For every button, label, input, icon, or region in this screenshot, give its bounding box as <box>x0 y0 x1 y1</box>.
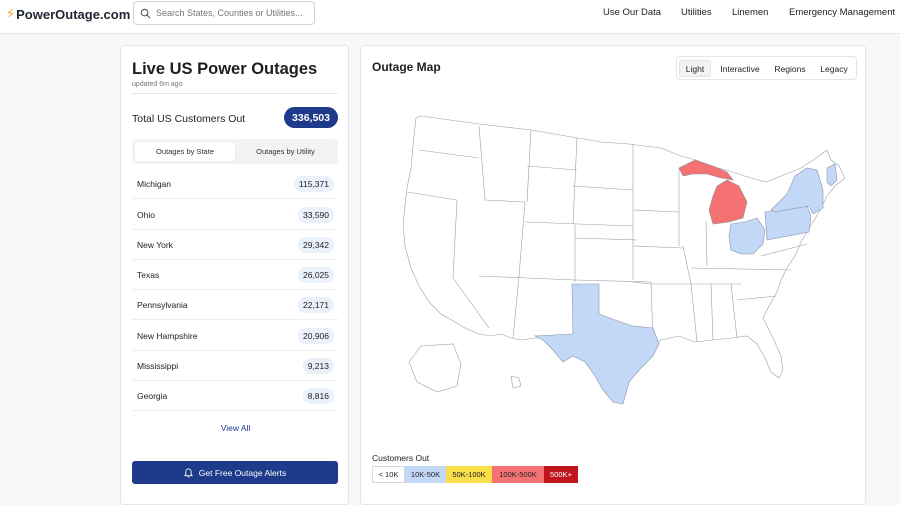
legend-title: Customers Out <box>372 453 430 463</box>
state-row-georgia[interactable]: Georgia 8,816 <box>132 381 338 411</box>
page-title: Live US Power Outages <box>132 60 318 78</box>
state-outage-count: 22,171 <box>298 297 334 313</box>
state-name: Georgia <box>137 391 168 401</box>
legend-50k-100k: 50K-100K <box>446 466 492 483</box>
state-row-mississippi[interactable]: Mississippi 9,213 <box>132 351 338 381</box>
bell-icon <box>183 467 193 478</box>
total-customers-badge: 336,503 <box>284 107 338 128</box>
state-name: Mississippi <box>137 361 179 371</box>
legend-100k-500k: 100K-500K <box>492 466 544 483</box>
state-outage-count: 29,342 <box>298 237 334 253</box>
divider <box>132 93 338 94</box>
state-new-york <box>770 167 824 215</box>
tab-outages-by-state[interactable]: Outages by State <box>135 142 235 161</box>
state-row-ohio[interactable]: Ohio 33,590 <box>132 200 338 230</box>
nav-linemen[interactable]: Linemen <box>732 7 769 18</box>
map-title: Outage Map <box>372 60 441 74</box>
top-bar: ⚡ PowerOutage.com Use Our Data Utilities… <box>0 0 900 34</box>
state-name: Texas <box>137 270 160 280</box>
state-outage-count: 8,816 <box>302 388 334 404</box>
state-outage-count: 20,906 <box>298 328 334 344</box>
outage-map-panel: Outage Map Light Interactive Regions Leg… <box>360 45 866 505</box>
get-alerts-label: Get Free Outage Alerts <box>198 467 287 478</box>
state-name: Ohio <box>137 210 155 220</box>
lightning-bolt-icon: ⚡ <box>6 6 16 21</box>
outages-panel: Live US Power Outages updated 6m ago Tot… <box>120 45 349 505</box>
nav-utilities[interactable]: Utilities <box>681 7 712 18</box>
nav-emergency-management[interactable]: Emergency Management <box>789 7 896 18</box>
view-all-link[interactable]: View All <box>220 423 251 433</box>
map-mode-legacy[interactable]: Legacy <box>820 63 848 74</box>
logo-text: PowerOutage.com <box>16 6 131 22</box>
map-mode-regions[interactable]: Regions <box>774 63 806 74</box>
state-alaska <box>408 343 462 393</box>
state-new-hampshire <box>826 163 838 187</box>
map-mode-interactive[interactable]: Interactive <box>720 63 760 74</box>
state-outage-count: 115,371 <box>293 176 334 192</box>
search-box[interactable] <box>133 1 315 25</box>
search-icon <box>140 8 151 18</box>
state-name: New Hampshire <box>137 331 198 341</box>
state-name: Michigan <box>137 179 172 189</box>
map-mode-selector: Light Interactive Regions Legacy <box>676 56 857 80</box>
state-row-texas[interactable]: Texas 26,025 <box>132 260 338 290</box>
total-customers-label: Total US Customers Out <box>132 113 246 125</box>
search-input[interactable] <box>156 8 306 18</box>
updated-timestamp: updated 6m ago <box>132 81 183 88</box>
state-row-michigan[interactable]: Michigan 115,371 <box>132 169 338 199</box>
state-ohio <box>728 217 766 255</box>
state-outage-count: 26,025 <box>298 267 334 283</box>
state-row-pennsylvania[interactable]: Pennsylvania 22,171 <box>132 290 338 320</box>
tab-outages-by-utility[interactable]: Outages by Utility <box>256 147 315 156</box>
state-texas <box>533 283 660 405</box>
legend-10k-50k: 10K-50K <box>405 466 446 483</box>
state-outage-count: 33,590 <box>298 207 334 223</box>
state-row-new-york[interactable]: New York 29,342 <box>132 230 338 260</box>
site-logo[interactable]: ⚡ PowerOutage.com <box>6 6 130 22</box>
map-legend: < 10K 10K-50K 50K-100K 100K-500K 500K+ <box>372 466 578 483</box>
state-name: New York <box>137 240 173 250</box>
state-michigan <box>678 159 748 225</box>
nav-use-our-data[interactable]: Use Our Data <box>603 7 662 18</box>
state-row-new-hampshire[interactable]: New Hampshire 20,906 <box>132 321 338 351</box>
us-outage-map[interactable] <box>361 46 867 446</box>
legend-500k-plus: 500K+ <box>544 466 578 483</box>
state-hawaii <box>510 375 522 389</box>
state-outage-count: 9,213 <box>302 358 334 374</box>
get-alerts-button[interactable]: Get Free Outage Alerts <box>132 461 338 484</box>
map-mode-light[interactable]: Light <box>679 60 711 77</box>
state-name: Pennsylvania <box>137 300 188 310</box>
outage-view-toggle: Outages by State Outages by Utility <box>132 139 338 164</box>
legend-lt-10k: < 10K <box>372 466 405 483</box>
state-borders <box>406 125 808 343</box>
